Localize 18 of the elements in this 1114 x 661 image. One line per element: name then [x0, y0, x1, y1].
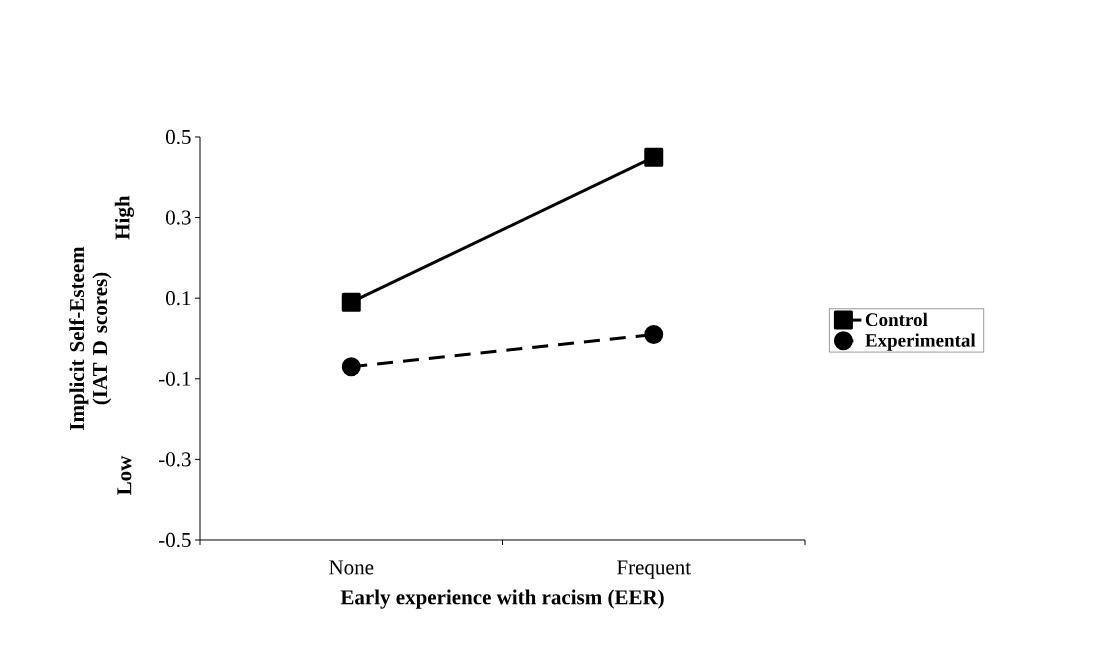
x-tick-label: None: [329, 560, 374, 575]
y-tick-label: 0.1: [166, 291, 191, 306]
y-tick-label: -0.1: [159, 371, 191, 386]
legend-label: Experimental: [865, 333, 976, 351]
y-axis-title: Implicit Self-Esteem (IAT D scores): [69, 246, 112, 430]
text: Low: [117, 455, 132, 495]
y-tick-label: 0.5: [166, 129, 191, 145]
legend-label: Control: [865, 312, 928, 327]
text: High: [114, 195, 134, 240]
y-tick-label: -0.5: [159, 532, 191, 548]
point: [341, 292, 361, 312]
x-tick-label: Frequent: [617, 560, 691, 579]
point: [644, 147, 664, 167]
y-tick-label: 0.3: [166, 210, 191, 225]
x-axis-title: Early experience with racism (EER): [340, 589, 664, 609]
point: [341, 357, 361, 377]
point: [644, 324, 664, 344]
y-tick-label: -0.3: [159, 452, 191, 467]
